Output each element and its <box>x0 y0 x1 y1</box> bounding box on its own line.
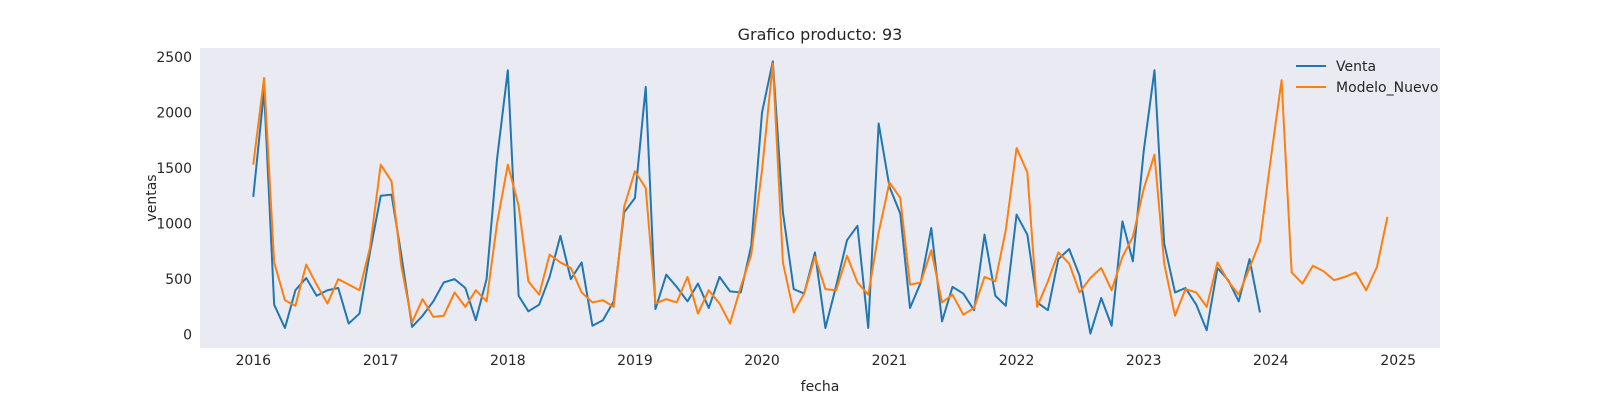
x-tick-label: 2021 <box>872 353 908 369</box>
y-tick-label: 2000 <box>156 105 192 121</box>
legend: Venta Modelo_Nuevo <box>1296 59 1438 96</box>
y-tick-labels: 0 500 1000 1500 2000 2500 <box>156 50 192 344</box>
x-tick-label: 2017 <box>363 353 399 369</box>
x-tick-label: 2025 <box>1380 353 1416 369</box>
x-axis-label: fecha <box>801 379 840 395</box>
legend-label-modelo-nuevo: Modelo_Nuevo <box>1336 80 1438 96</box>
series-line-venta <box>252 60 1261 335</box>
y-tick-label: 1500 <box>156 161 192 177</box>
x-tick-label: 2020 <box>744 353 780 369</box>
x-tick-label: 2022 <box>999 353 1035 369</box>
x-tick-label: 2024 <box>1253 353 1289 369</box>
plot-area <box>200 48 1440 348</box>
x-tick-label: 2023 <box>1126 353 1162 369</box>
x-tick-label: 2016 <box>235 353 271 369</box>
y-axis-label: ventas <box>144 174 160 221</box>
y-tick-label: 1000 <box>156 217 192 233</box>
series-lines <box>252 60 1389 335</box>
x-tick-labels: 2016 2017 2018 2019 2020 2021 2022 2023 2024 2025 <box>235 353 1416 369</box>
y-tick-label: 0 <box>183 328 192 344</box>
x-tick-label: 2018 <box>490 353 526 369</box>
series-line-modelo-nuevo <box>252 62 1389 325</box>
legend-label-venta: Venta <box>1336 59 1376 75</box>
y-tick-label: 500 <box>165 272 192 288</box>
y-tick-label: 2500 <box>156 50 192 66</box>
chart-title: Grafico producto: 93 <box>738 25 903 44</box>
x-tick-label: 2019 <box>617 353 653 369</box>
